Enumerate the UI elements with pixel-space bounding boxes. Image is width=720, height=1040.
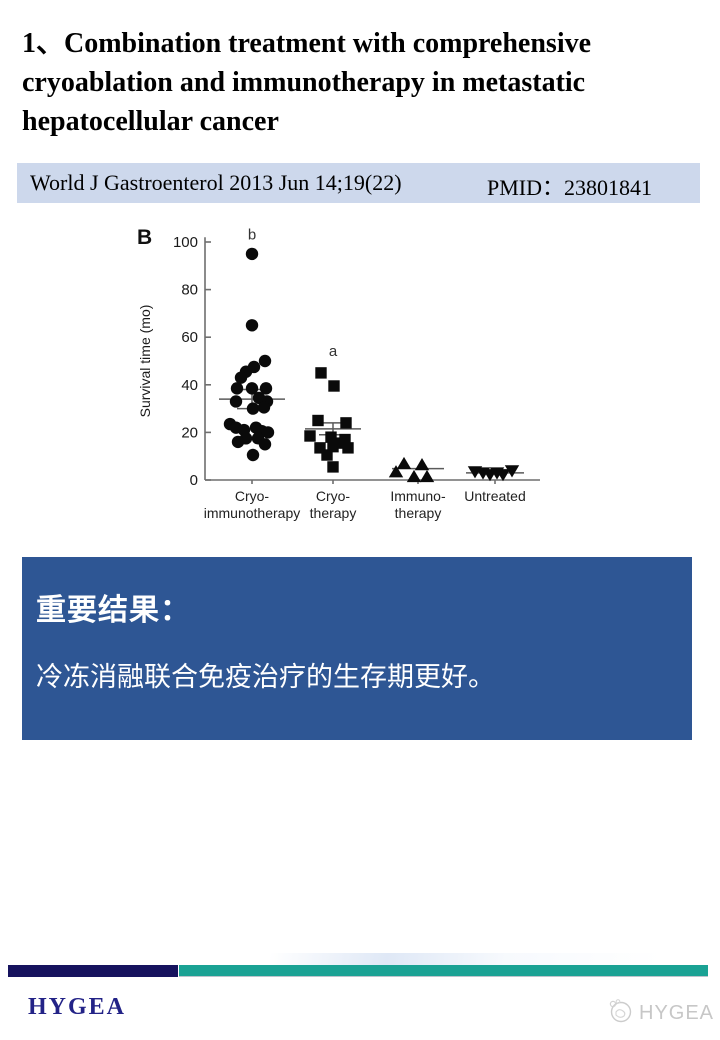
data-point — [229, 395, 243, 408]
title-line-1: 1、Combination treatment with comprehensi… — [22, 28, 592, 59]
data-point — [231, 435, 245, 449]
data-point — [246, 402, 260, 415]
y-tick-label: 100 — [173, 234, 198, 251]
data-point — [327, 461, 339, 473]
data-point — [258, 438, 272, 451]
data-point — [245, 382, 259, 395]
y-tick-label: 20 — [181, 424, 198, 441]
data-point — [414, 458, 430, 471]
data-point — [245, 319, 259, 332]
title-line-3: hepatocellular cancer — [22, 106, 279, 137]
data-point — [495, 469, 511, 482]
pmid-label: PMID：23801841 — [487, 175, 653, 200]
footer-swoosh-decoration — [270, 953, 660, 965]
journal-citation: World J Gastroenterol 2013 Jun 14;19(22) — [30, 170, 402, 195]
data-point — [342, 442, 354, 454]
data-point — [388, 465, 404, 478]
significance-annotation: a — [329, 343, 338, 360]
data-point — [321, 449, 333, 461]
citation-bar: World J Gastroenterol 2013 Jun 14;19(22)… — [17, 163, 700, 203]
y-tick-label: 60 — [181, 329, 198, 346]
footer-navy-bar — [8, 965, 178, 977]
group-label: therapy — [395, 505, 442, 521]
significance-annotation: b — [248, 227, 256, 244]
y-tick-label: 0 — [190, 472, 198, 489]
data-point — [245, 247, 259, 261]
y-tick-label: 40 — [181, 377, 198, 394]
data-point — [258, 354, 272, 368]
group-label: immunotherapy — [204, 505, 301, 521]
group-label: Cryo- — [235, 488, 270, 504]
data-point — [312, 414, 324, 427]
data-point — [339, 433, 351, 446]
group-label: therapy — [310, 505, 357, 521]
data-point — [406, 469, 422, 483]
data-point — [396, 456, 412, 470]
data-point — [340, 417, 352, 429]
watermark-text: HYGEA — [639, 1002, 715, 1024]
data-point — [504, 465, 520, 478]
data-point — [315, 367, 327, 379]
slide-title: 1、Combination treatment with comprehensi… — [22, 24, 704, 141]
result-heading: 重要结果： — [36, 594, 191, 627]
data-point — [261, 426, 275, 439]
hygea-logo-icon — [606, 997, 634, 1030]
data-point — [257, 401, 271, 414]
data-point — [230, 382, 244, 395]
hygea-watermark: HYGEA — [606, 997, 714, 1030]
group-label: Immuno- — [390, 488, 446, 504]
data-point — [328, 380, 340, 392]
key-result-box: 重要结果： 冷冻消融联合免疫治疗的生存期更好。 — [22, 557, 692, 740]
figure-panel-b: B 0 20 40 60 80 100 Survival time (mo) Cryo-immu… — [128, 222, 564, 524]
survival-scatter-plot: B 0 20 40 60 80 100 Survival time (mo) Cryo-immu… — [137, 226, 540, 521]
y-axis-title: Survival time (mo) — [137, 305, 153, 418]
data-point — [419, 469, 435, 483]
data-point — [246, 448, 260, 462]
title-line-2: cryoablation and immunotherapy in metast… — [22, 67, 586, 98]
data-point — [327, 440, 339, 453]
group-label: Cryo- — [316, 488, 351, 504]
data-point — [304, 430, 316, 442]
data-point — [234, 371, 248, 384]
result-body: 冷冻消融联合免疫治疗的生存期更好。 — [36, 662, 495, 692]
data-point — [325, 431, 337, 443]
hygea-brand-text: HYGEA — [28, 994, 127, 1020]
panel-label-b: B — [137, 226, 152, 249]
y-tick-label: 80 — [181, 282, 198, 299]
footer-teal-bar — [179, 965, 708, 977]
data-point — [314, 442, 326, 454]
group-label: Untreated — [464, 488, 525, 504]
data-point — [259, 382, 273, 395]
